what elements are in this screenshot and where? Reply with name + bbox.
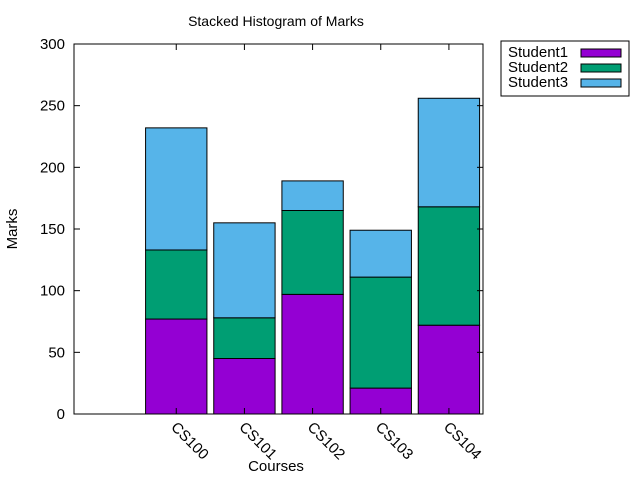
- x-tick-label-cs102: CS102: [304, 419, 348, 463]
- bar-cs103-student3: [349, 229, 412, 278]
- bar-cs102-student3: [281, 180, 344, 211]
- chart-title: Stacked Histogram of Marks: [188, 13, 364, 29]
- y-tick-label: 100: [40, 283, 65, 300]
- bar-cs102-student1: [281, 293, 344, 415]
- y-tick-label: 0: [57, 406, 65, 423]
- x-tick-label-cs100: CS100: [167, 419, 211, 463]
- legend-label-student3: Student3: [508, 74, 568, 91]
- y-tick-label: 300: [40, 36, 65, 53]
- x-axis-label: Courses: [248, 458, 304, 475]
- legend-label-student1: Student1: [508, 44, 568, 61]
- x-tick-label-cs101: CS101: [236, 419, 280, 463]
- y-tick-label: 200: [40, 159, 65, 176]
- y-tick-label: 150: [40, 221, 65, 238]
- plot-border: [73, 43, 484, 415]
- legend-swatch-student2: [580, 63, 622, 73]
- bar-cs103-student2: [349, 276, 412, 389]
- x-tick-label-cs103: CS103: [372, 419, 416, 463]
- legend-label-student2: Student2: [508, 59, 568, 76]
- bar-cs100-student2: [145, 249, 208, 320]
- bars-group: [145, 97, 481, 415]
- bar-cs101-student2: [213, 317, 276, 359]
- x-tick-label-cs104: CS104: [440, 419, 484, 463]
- bar-cs104-student1: [417, 324, 481, 415]
- bar-cs104-student2: [417, 206, 481, 326]
- bar-cs104-student3: [417, 97, 481, 208]
- bar-cs101-student1: [213, 358, 276, 415]
- legend-swatch-student1: [580, 48, 622, 58]
- bar-cs102-student2: [281, 210, 344, 295]
- y-axis-label: Marks: [4, 209, 21, 250]
- y-tick-label: 50: [48, 344, 65, 361]
- bar-cs100-student1: [145, 318, 208, 415]
- y-tick-label: 250: [40, 98, 65, 115]
- bar-cs101-student3: [213, 222, 276, 319]
- legend-swatch-student3: [580, 78, 622, 88]
- bar-cs100-student3: [145, 127, 208, 251]
